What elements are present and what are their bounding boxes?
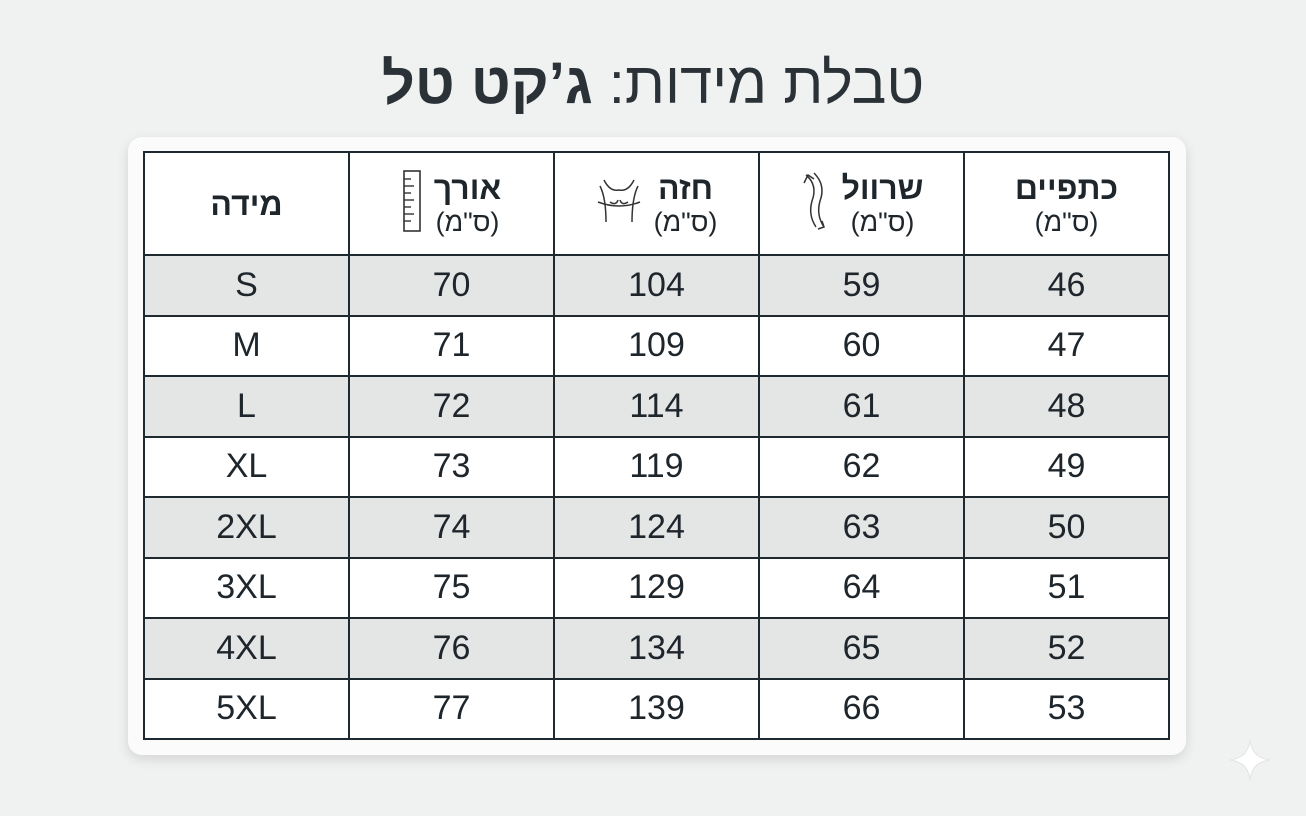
header-name: מידה (210, 185, 283, 222)
header-content: חזה (ס"מ) (596, 170, 718, 238)
header-text: כתפיים (ס"מ) (1015, 170, 1118, 238)
table-body: S 70 104 59 46 M 71 109 60 47 L 72 114 61 48 XL 73 119 62 4… (143, 254, 1170, 740)
header-text: מידה (210, 186, 282, 222)
table-row: 5XL 77 139 66 53 (143, 677, 1170, 740)
table-cell: 65 (758, 617, 965, 680)
table-cell: 61 (758, 375, 965, 438)
table-cell: 48 (963, 375, 1170, 438)
table-cell: 51 (963, 556, 1170, 619)
table-cell: 139 (553, 677, 760, 740)
header-icon (596, 176, 642, 231)
header-text: אורך (ס"מ) (434, 170, 501, 238)
table-cell: 5XL (143, 677, 350, 740)
header-icon-graphic (402, 170, 421, 232)
table-cell: L (143, 375, 350, 438)
table-row: L 72 114 61 48 (143, 375, 1170, 438)
table-cell: 104 (553, 254, 760, 317)
header-text: חזה (ס"מ) (654, 170, 718, 238)
table-cell: 50 (963, 496, 1170, 559)
table-cell: 60 (758, 314, 965, 377)
table-cell: 66 (758, 677, 965, 740)
table-cell: 76 (348, 617, 555, 680)
title: טבלת מידות: ג’קט טל (0, 46, 1306, 122)
header-content: שרוול (ס"מ) (800, 169, 924, 238)
header-unit: (ס"מ) (435, 206, 500, 237)
table-row: 2XL 74 124 63 50 (143, 496, 1170, 559)
header-icon-graphic (802, 172, 825, 230)
header-unit: (ס"מ) (1034, 206, 1099, 237)
table-cell: XL (143, 435, 350, 498)
header-icon (402, 169, 422, 238)
column-header: אורך (ס"מ) (348, 151, 555, 256)
table-card: מידה אורך (ס"מ) חזה (ס"מ) שרוול (ס"מ) כתפיים (ס"… (128, 137, 1186, 755)
table-row: M 71 109 60 47 (143, 314, 1170, 377)
table-cell: 47 (963, 314, 1170, 377)
table-cell: 64 (758, 556, 965, 619)
table-row: 3XL 75 129 64 51 (143, 556, 1170, 619)
column-header: שרוול (ס"מ) (758, 151, 965, 256)
table-cell: 109 (553, 314, 760, 377)
table-cell: 73 (348, 435, 555, 498)
table-cell: 134 (553, 617, 760, 680)
table-cell: 52 (963, 617, 1170, 680)
table-cell: 4XL (143, 617, 350, 680)
header-row: מידה אורך (ס"מ) חזה (ס"מ) שרוול (ס"מ) כתפיים (ס"… (143, 151, 1170, 256)
header-content: מידה (210, 186, 282, 222)
table-cell: 3XL (143, 556, 350, 619)
table-cell: 2XL (143, 496, 350, 559)
table-cell: 71 (348, 314, 555, 377)
header-unit: (ס"מ) (850, 206, 915, 237)
table-cell: 77 (348, 677, 555, 740)
table-row: S 70 104 59 46 (143, 254, 1170, 317)
table-cell: 74 (348, 496, 555, 559)
table-cell: 119 (553, 435, 760, 498)
header-name: שרוול (841, 169, 924, 206)
table-cell: 63 (758, 496, 965, 559)
header-icon-graphic (597, 179, 640, 223)
table-cell: 46 (963, 254, 1170, 317)
title-prefix: טבלת מידות: (608, 51, 925, 116)
table-cell: M (143, 314, 350, 377)
table-cell: 114 (553, 375, 760, 438)
table-cell: 124 (553, 496, 760, 559)
table-cell: 72 (348, 375, 555, 438)
table-cell: 129 (553, 556, 760, 619)
column-header: כתפיים (ס"מ) (963, 151, 1170, 256)
column-header: חזה (ס"מ) (553, 151, 760, 256)
table-cell: 70 (348, 254, 555, 317)
header-content: כתפיים (ס"מ) (1015, 170, 1118, 238)
header-name: כתפיים (1014, 169, 1119, 206)
header-content: אורך (ס"מ) (402, 169, 501, 238)
table-cell: S (143, 254, 350, 317)
table-cell: 49 (963, 435, 1170, 498)
title-emphasis: ג’קט טל (381, 51, 593, 116)
header-name: חזה (657, 169, 714, 206)
table-cell: 59 (758, 254, 965, 317)
table-cell: 75 (348, 556, 555, 619)
table-cell: 53 (963, 677, 1170, 740)
sparkle-icon (1229, 739, 1271, 781)
header-icon (800, 169, 830, 238)
size-table: מידה אורך (ס"מ) חזה (ס"מ) שרוול (ס"מ) כתפיים (ס"… (143, 151, 1170, 740)
table-row: 4XL 76 134 65 52 (143, 617, 1170, 680)
header-name: אורך (433, 169, 502, 206)
table-row: XL 73 119 62 49 (143, 435, 1170, 498)
header-text: שרוול (ס"מ) (842, 170, 924, 238)
table-cell: 62 (758, 435, 965, 498)
header-unit: (ס"מ) (653, 206, 718, 237)
column-header: מידה (143, 151, 350, 256)
